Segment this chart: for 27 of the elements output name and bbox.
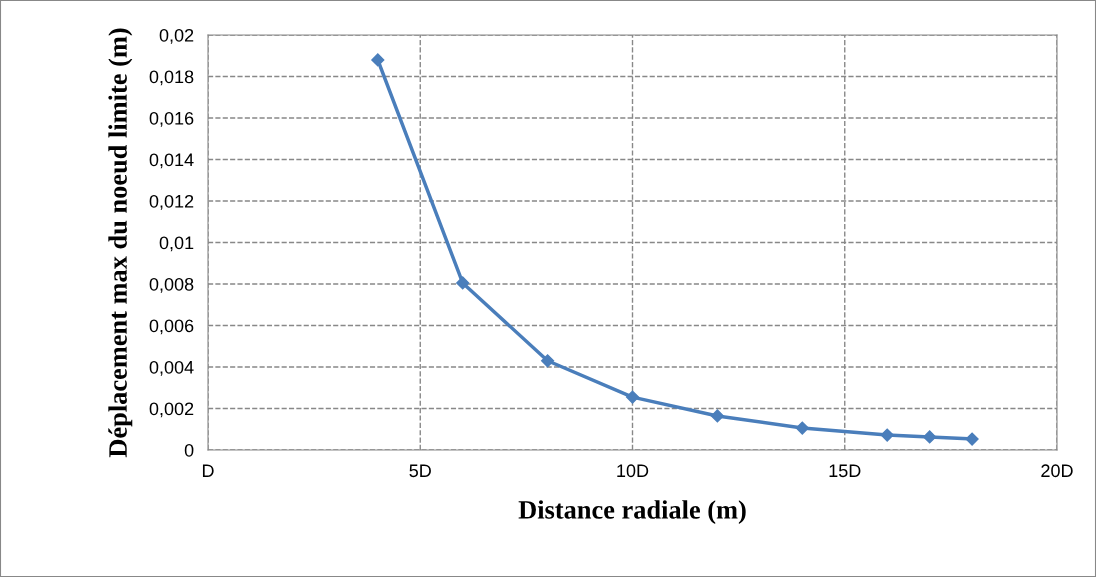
x-tick-label: 10D bbox=[617, 464, 649, 478]
point bbox=[795, 421, 809, 435]
point bbox=[965, 432, 979, 446]
point bbox=[923, 430, 937, 444]
y-tick-label: 0,018 bbox=[149, 70, 194, 86]
point bbox=[625, 390, 640, 404]
y-tick-label: 0,004 bbox=[149, 360, 194, 376]
x-tick-label: D bbox=[202, 464, 214, 477]
point bbox=[456, 276, 470, 290]
point bbox=[880, 428, 894, 442]
x-axis-title: Distance radiale (m) bbox=[518, 500, 746, 525]
y-tick-label: 0,01 bbox=[159, 236, 194, 252]
y-tick-label: 0,012 bbox=[149, 194, 194, 210]
y-tick-label: 0,002 bbox=[149, 402, 194, 418]
x-tick-label: 15D bbox=[829, 464, 861, 478]
y-axis-title: Déplacement max du noeud limite (m) bbox=[108, 28, 133, 458]
point bbox=[710, 409, 724, 423]
y-tick-label: 0,008 bbox=[149, 277, 194, 293]
point bbox=[541, 354, 555, 368]
y-tick-label: 0,016 bbox=[149, 111, 194, 127]
y-tick-label: 0 bbox=[184, 443, 194, 457]
x-tick-label: 5D bbox=[409, 464, 431, 478]
y-tick-label: 0,014 bbox=[149, 153, 194, 169]
point bbox=[371, 53, 385, 67]
y-tick-label: 0,006 bbox=[149, 319, 194, 335]
x-tick-label: 20D bbox=[1041, 464, 1073, 478]
y-tick-label: 0,02 bbox=[159, 28, 194, 44]
